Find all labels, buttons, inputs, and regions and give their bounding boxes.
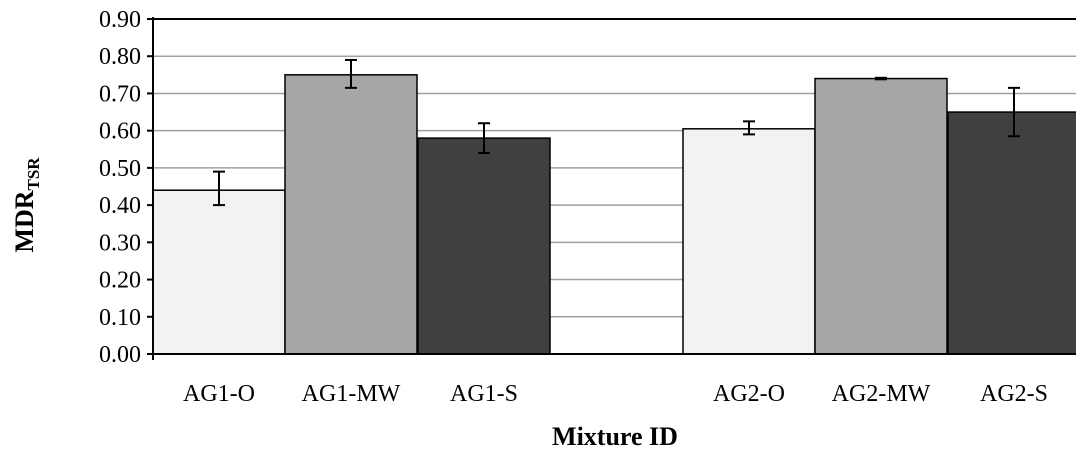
error-bars (213, 58, 1020, 207)
error-bar-ag2-s (1008, 86, 1020, 138)
y-axis: 0.00 0.10 0.20 0.30 0.40 0.50 0.60 0.70 0.80 0.90 (99, 7, 1076, 368)
x-tick-label: AG1-O (183, 381, 255, 407)
y-tick-label: 0.40 (99, 193, 141, 219)
y-tick-label: 0.20 (99, 268, 141, 294)
error-bar-ag1-mw (345, 58, 357, 89)
bar-ag1-o (152, 189, 286, 355)
x-tick-label: AG1-S (450, 381, 518, 407)
y-tick-label: 0.80 (99, 44, 141, 70)
y-tick-label: 0.50 (99, 156, 141, 182)
bar-ag2-o (682, 128, 816, 355)
x-tick-label: AG2-S (980, 381, 1048, 407)
x-axis-title: Mixture ID (552, 422, 678, 451)
y-axis-title-main: MDR (10, 190, 39, 252)
bar-ag1-s (417, 137, 551, 355)
y-axis-title: MDRTSR (10, 157, 43, 253)
y-tick-label: 0.60 (99, 119, 141, 145)
x-tick-label: AG1-MW (302, 381, 401, 407)
error-bar-ag2-mw (875, 76, 887, 81)
y-tick-label: 0.30 (99, 230, 141, 256)
y-tick-label: 0.70 (99, 81, 141, 107)
y-tick-label: 0.90 (99, 7, 141, 33)
bars (152, 74, 1076, 355)
y-tick-label: 0.00 (99, 342, 141, 368)
x-tick-label: AG2-O (713, 381, 785, 407)
bar-ag2-mw (814, 77, 948, 355)
bar-ag1-mw (284, 74, 418, 355)
error-bar-ag1-s (478, 122, 490, 154)
y-axis-title-subscript: TSR (24, 157, 43, 191)
bar-ag2-s (947, 111, 1076, 355)
x-axis-labels: AG1-O AG1-MW AG1-S AG2-O AG2-MW AG2-S (183, 381, 1048, 407)
x-tick-label: AG2-MW (832, 381, 931, 407)
error-bar-ag2-o (743, 120, 755, 136)
error-bar-ag1-o (213, 170, 225, 207)
y-tick-label: 0.10 (99, 305, 141, 331)
